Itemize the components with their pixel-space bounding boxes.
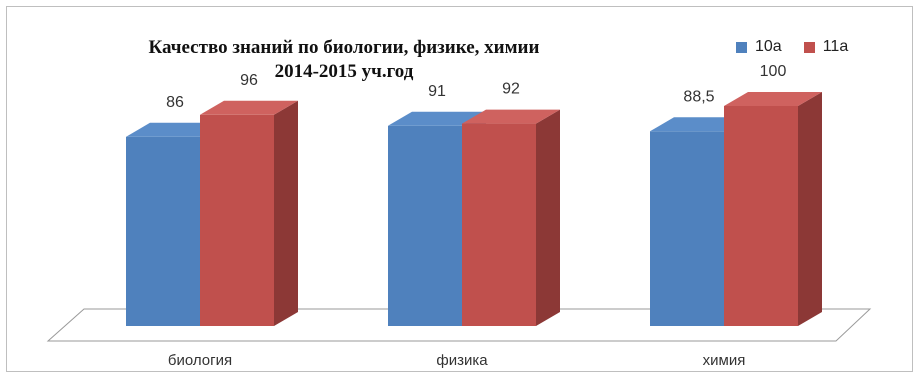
bar-top [462,109,560,124]
bar-side [536,109,560,326]
category-label: физика [436,352,488,369]
data-label: 92 [502,81,520,98]
bar-top [126,122,224,137]
legend-label-10a: 10а [755,38,782,55]
category-label: химия [703,352,746,369]
category-label: биология [168,352,232,369]
bar-1-0 [200,100,298,326]
bar-1-2 [724,92,822,326]
data-label: 96 [240,72,258,89]
bar-top [650,117,748,132]
bar-side [274,100,298,326]
chart-legend: 10а 11а [736,38,848,56]
bar-front [388,125,462,326]
legend-label-11a: 11а [822,38,849,55]
legend-swatch-11a [803,41,815,53]
data-labels: 86 96 91 92 88,5 100 [166,63,786,111]
data-label: 91 [428,83,446,100]
bar-1-1 [462,109,560,326]
bar-front [462,123,536,326]
legend-item-10a: 10а [736,38,782,56]
category-labels: биология физика химия [168,352,745,369]
data-label: 88,5 [683,88,714,105]
bars-group [126,92,822,326]
bar-front [126,136,200,326]
chart-title-line-2: 2014-2015 уч.год [274,61,414,82]
legend-item-11a: 11а [803,38,849,56]
bar-side [798,92,822,326]
legend-swatch-10a [736,41,747,53]
bar-front [724,106,798,326]
bar-front [650,131,724,326]
data-label: 100 [760,63,787,80]
bar-top [200,100,298,115]
data-label: 86 [166,94,184,111]
chart-title-line-1: Качество знаний по биологии, физике, хим… [148,37,540,58]
bar-top [724,92,822,106]
chart-title: Качество знаний по биологии, физике, хим… [24,36,664,84]
bar-front [200,114,274,326]
bar-top [388,111,486,126]
